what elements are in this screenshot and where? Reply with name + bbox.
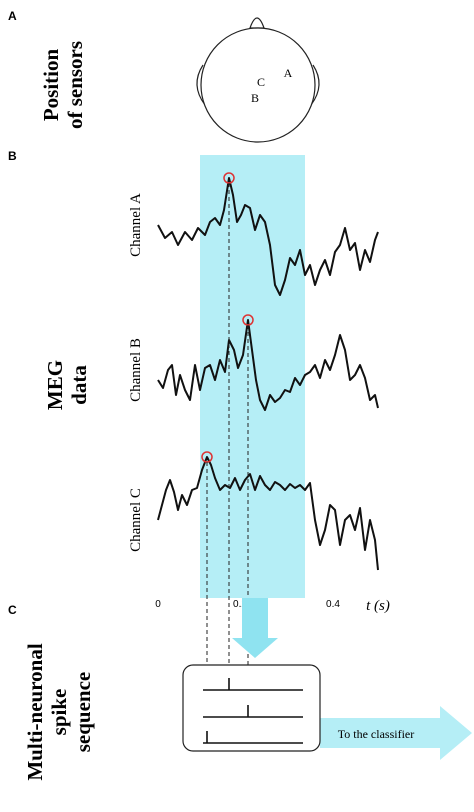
x-tick-label: 0.2 [233, 599, 247, 610]
x-tick-label: 0.4 [326, 599, 340, 610]
title-line: data [67, 365, 91, 405]
spike-box [182, 664, 321, 752]
head [196, 17, 320, 143]
panel-label: C [8, 603, 17, 617]
highlight-band [200, 155, 305, 598]
trace [157, 177, 379, 296]
sensor-label: A [284, 66, 293, 80]
trace [157, 319, 379, 411]
sensor-label: C [257, 75, 265, 89]
channel-label: Channel B [128, 338, 144, 402]
panel-title: MEG data [43, 360, 91, 410]
panel-label: A [8, 9, 17, 23]
sensor-label: B [251, 91, 259, 105]
spike-trains [203, 678, 303, 744]
panel-title: Multi-neuronal spike sequence [23, 643, 95, 780]
title-line: Multi-neuronal [23, 643, 47, 780]
channel-label: Channel A [128, 193, 144, 257]
title-line: of sensors [63, 41, 87, 129]
arrow-right [320, 706, 472, 760]
x-axis-label: t (s) [366, 598, 390, 614]
panel-title: Position of sensors [39, 41, 87, 129]
title-line: spike [47, 689, 71, 736]
title-line: Position [39, 49, 63, 122]
x-tick-label: 0 [155, 599, 161, 610]
title-line: MEG [43, 360, 67, 410]
head-outline [200, 27, 316, 143]
trace [157, 456, 379, 571]
arrow-down [232, 598, 278, 658]
arrow-label: To the classifier [338, 727, 414, 741]
channel-label: Channel C [128, 488, 144, 552]
title-line: sequence [71, 672, 95, 753]
panel-label: B [8, 149, 17, 163]
nose [249, 17, 265, 29]
